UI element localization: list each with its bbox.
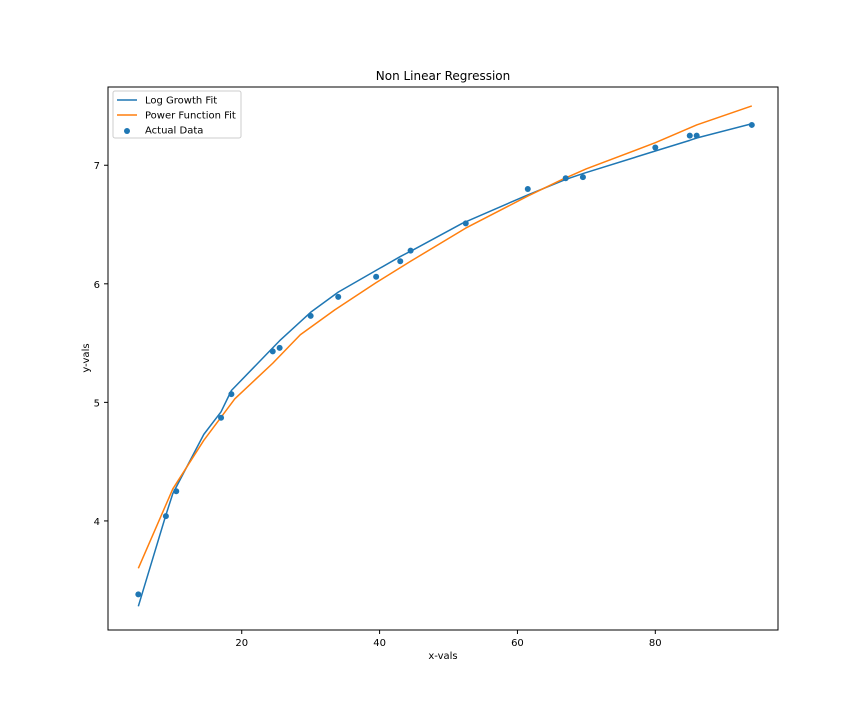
x-axis-label: x-vals: [428, 651, 457, 662]
data-point: [269, 348, 276, 355]
data-point: [407, 247, 414, 254]
data-point: [228, 391, 235, 398]
y-tick-label: 4: [94, 517, 100, 528]
data-point: [397, 258, 404, 265]
data-point: [307, 312, 314, 319]
data-point: [173, 488, 180, 495]
data-point: [748, 121, 755, 128]
y-tick-label: 7: [94, 161, 100, 172]
legend-box: [112, 90, 242, 139]
data-point: [135, 591, 142, 598]
legend-entry-log-growth-fit: Log Growth Fit: [145, 96, 217, 107]
y-axis-label: y-vals: [81, 343, 92, 372]
chart-title: Non Linear Regression: [376, 69, 510, 83]
data-point: [218, 414, 225, 421]
plot-area: [135, 105, 755, 607]
data-point: [462, 220, 469, 227]
data-point: [652, 144, 659, 151]
data-point: [686, 132, 693, 139]
x-tick-label: 40: [373, 638, 386, 649]
data-point: [693, 132, 700, 139]
data-point: [162, 513, 169, 520]
x-tick-label: 20: [235, 638, 248, 649]
legend: Log Growth Fit Power Function Fit Actual D…: [112, 90, 242, 139]
legend-swatch-marker: [124, 128, 130, 134]
x-tick-label: 80: [649, 638, 662, 649]
data-point: [562, 175, 569, 182]
y-tick-label: 6: [94, 280, 100, 291]
x-axis: 20 40 60 80: [235, 630, 662, 649]
plot-frame: [107, 86, 779, 631]
data-point: [579, 174, 586, 181]
series-line-log-growth-fit: [137, 123, 752, 607]
y-axis: 4 5 6 7: [94, 161, 108, 528]
data-point: [373, 273, 380, 280]
legend-entry-actual-data: Actual Data: [145, 126, 203, 137]
data-point: [335, 293, 342, 300]
y-tick-label: 5: [94, 398, 100, 409]
data-point: [524, 185, 531, 192]
legend-entry-power-function-fit: Power Function Fit: [145, 111, 236, 122]
x-tick-label: 60: [511, 638, 524, 649]
data-point: [276, 344, 283, 351]
